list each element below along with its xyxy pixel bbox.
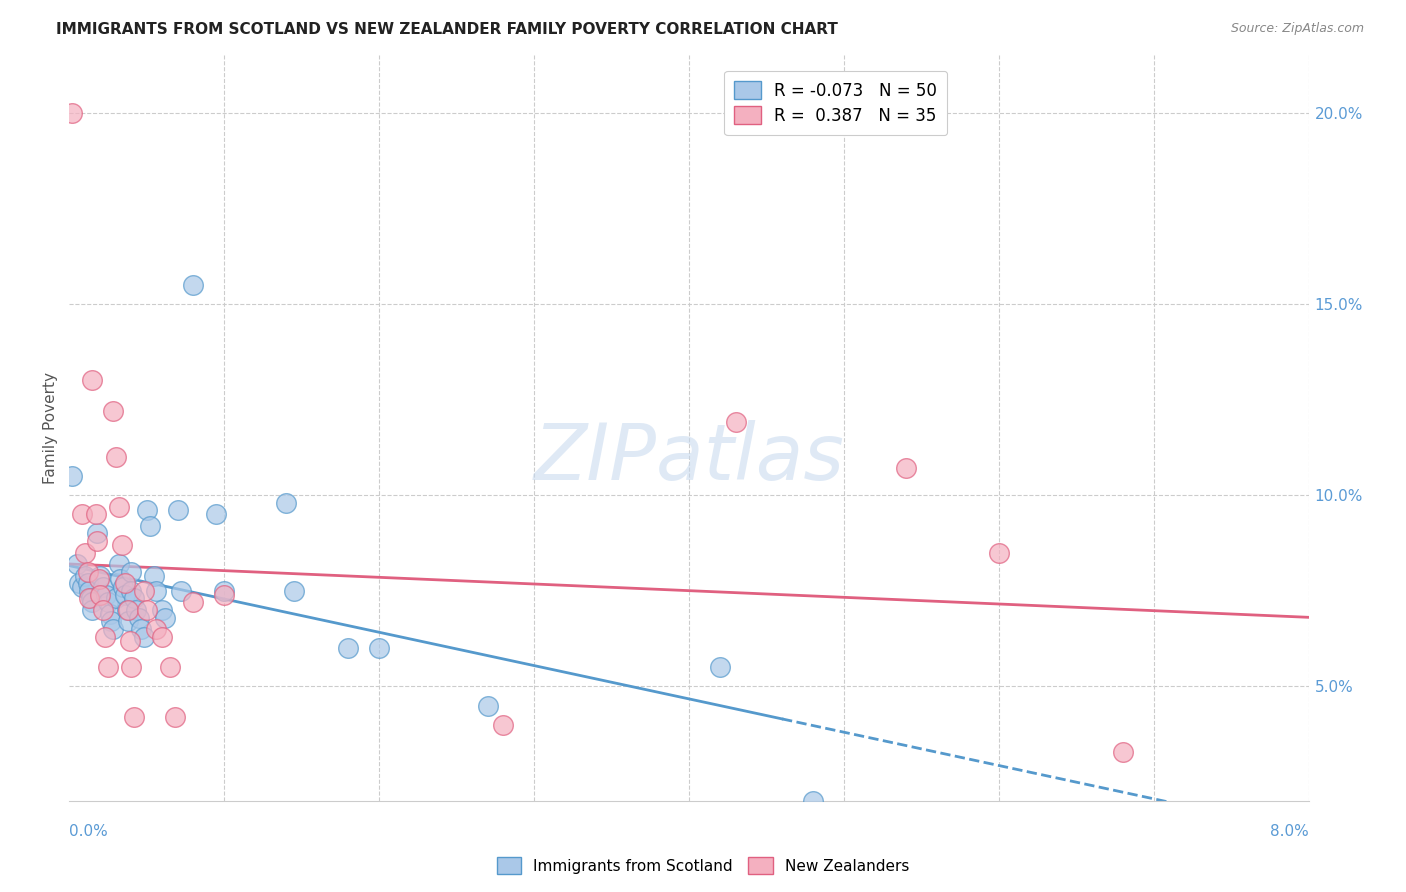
Point <box>212 583 235 598</box>
Point <box>79 583 101 598</box>
Point <box>76 576 98 591</box>
Point <box>150 630 173 644</box>
Point <box>114 588 136 602</box>
Point <box>894 461 917 475</box>
Point <box>166 503 188 517</box>
Point <box>86 534 108 549</box>
Point <box>94 630 117 644</box>
Point <box>368 641 391 656</box>
Point <box>89 588 111 602</box>
Point <box>1112 745 1135 759</box>
Text: 0.0%: 0.0% <box>69 823 108 838</box>
Point <box>82 595 104 609</box>
Point <box>132 630 155 644</box>
Point <box>117 603 139 617</box>
Point <box>67 576 90 591</box>
Point <box>66 557 89 571</box>
Point <box>98 607 121 621</box>
Point <box>135 503 157 517</box>
Point <box>60 105 83 120</box>
Point <box>143 568 166 582</box>
Text: Source: ZipAtlas.com: Source: ZipAtlas.com <box>1230 22 1364 36</box>
Point <box>118 633 141 648</box>
Point <box>114 576 136 591</box>
Point <box>276 496 298 510</box>
Point <box>108 557 131 571</box>
Point <box>76 565 98 579</box>
Point <box>80 591 103 606</box>
Point <box>128 610 150 624</box>
Point <box>120 565 142 579</box>
Point <box>492 717 515 731</box>
Point <box>181 595 204 609</box>
Point <box>150 603 173 617</box>
Point <box>73 568 96 582</box>
Point <box>170 583 193 598</box>
Point <box>101 404 124 418</box>
Point <box>709 660 731 674</box>
Point <box>86 526 108 541</box>
Point <box>163 710 186 724</box>
Point <box>145 622 167 636</box>
Point <box>181 277 204 292</box>
Point <box>112 580 135 594</box>
Point <box>129 622 152 636</box>
Point <box>91 580 114 594</box>
Point <box>60 469 83 483</box>
Point <box>108 500 131 514</box>
Point <box>70 580 93 594</box>
Point <box>477 698 499 713</box>
Text: ZIPatlas: ZIPatlas <box>534 420 845 496</box>
Point <box>97 660 120 674</box>
Point <box>79 591 101 606</box>
Point <box>91 603 114 617</box>
Point <box>125 603 148 617</box>
Point <box>115 603 138 617</box>
Point <box>155 610 177 624</box>
Point <box>100 615 122 629</box>
Point <box>82 603 104 617</box>
Point <box>104 450 127 464</box>
Point <box>124 591 146 606</box>
Y-axis label: Family Poverty: Family Poverty <box>44 372 58 484</box>
Point <box>110 572 132 586</box>
Point <box>111 538 134 552</box>
Point <box>101 622 124 636</box>
Point <box>70 508 93 522</box>
Point <box>283 583 305 598</box>
Point <box>73 545 96 559</box>
Point <box>132 583 155 598</box>
Point <box>801 794 824 808</box>
Point <box>724 416 747 430</box>
Text: IMMIGRANTS FROM SCOTLAND VS NEW ZEALANDER FAMILY POVERTY CORRELATION CHART: IMMIGRANTS FROM SCOTLAND VS NEW ZEALANDE… <box>56 22 838 37</box>
Point <box>96 588 118 602</box>
Point <box>117 615 139 629</box>
Point <box>205 508 228 522</box>
Point <box>124 710 146 724</box>
Point <box>139 518 162 533</box>
Point <box>97 595 120 609</box>
Point <box>337 641 360 656</box>
Point <box>159 660 181 674</box>
Point <box>84 508 107 522</box>
Point <box>82 373 104 387</box>
Legend: R = -0.073   N = 50, R =  0.387   N = 35: R = -0.073 N = 50, R = 0.387 N = 35 <box>724 71 948 135</box>
Point <box>120 660 142 674</box>
Text: 8.0%: 8.0% <box>1270 823 1309 838</box>
Point <box>212 588 235 602</box>
Point <box>89 568 111 582</box>
Point <box>988 545 1011 559</box>
Point <box>87 572 110 586</box>
Point <box>145 583 167 598</box>
Point <box>120 583 142 598</box>
Legend: Immigrants from Scotland, New Zealanders: Immigrants from Scotland, New Zealanders <box>491 851 915 880</box>
Point <box>135 603 157 617</box>
Point <box>104 591 127 606</box>
